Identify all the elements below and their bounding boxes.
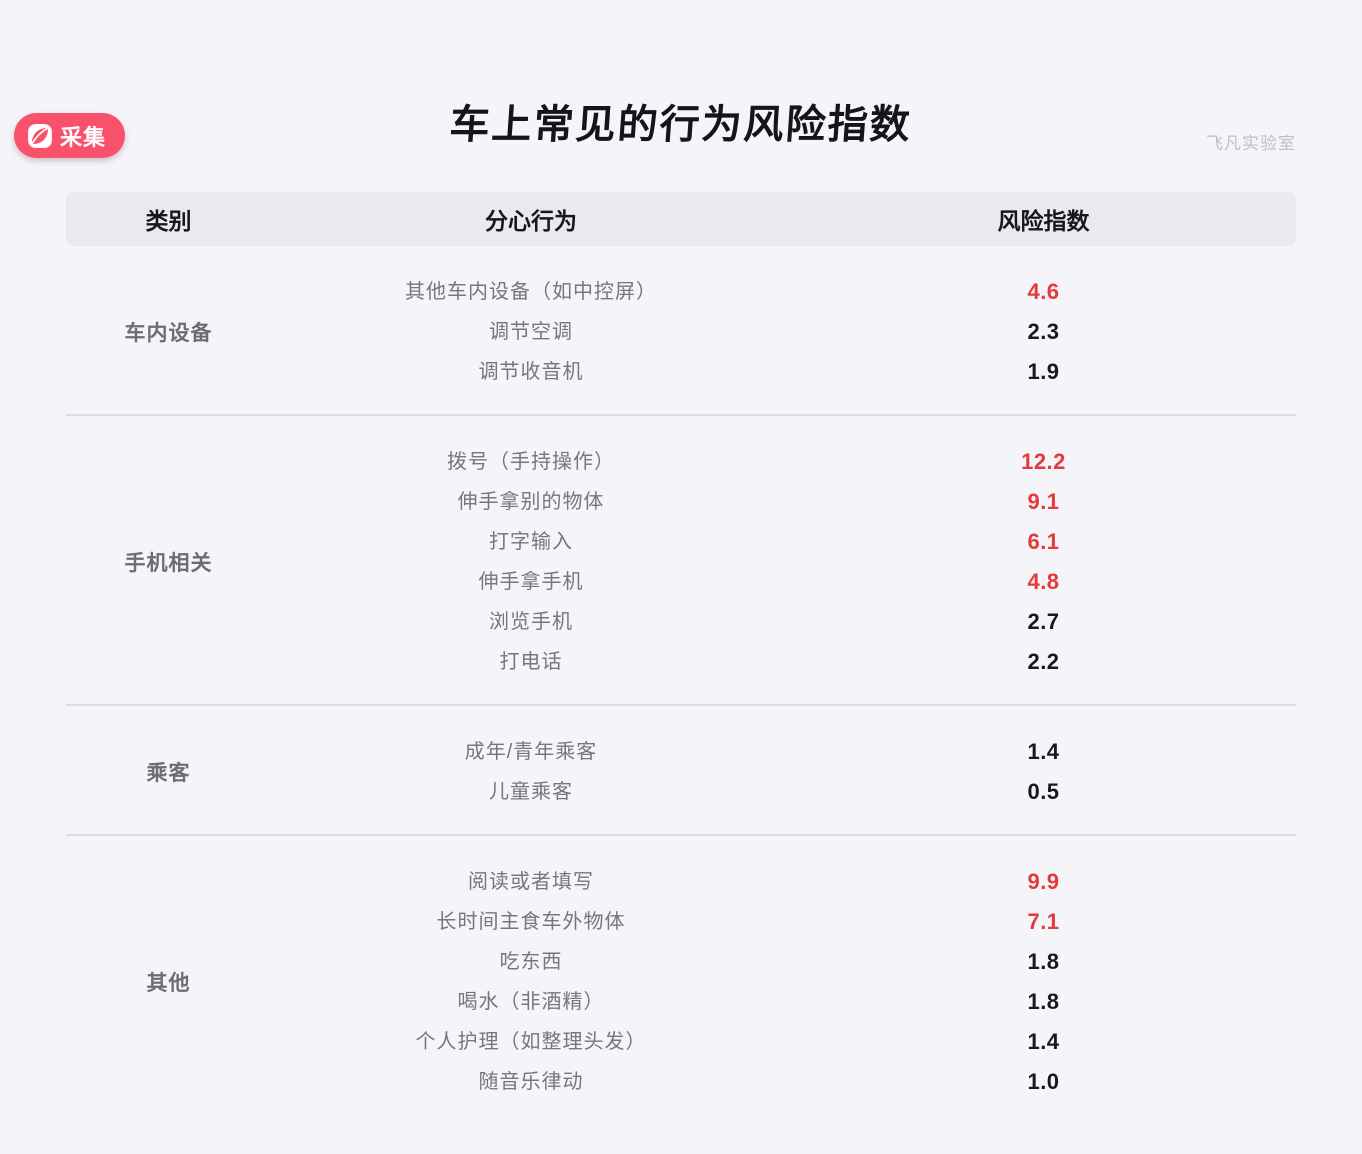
risk-value: 4.6 bbox=[1027, 279, 1060, 304]
table-header-row: 类别 分心行为 风险指数 bbox=[66, 192, 1296, 246]
behavior-label: 个人护理（如整理头发） bbox=[415, 1031, 647, 1053]
behavior-list: 拨号（手持操作） 伸手拿别的物体 打字输入伸手拿手机浏览手机打电话 bbox=[271, 442, 791, 682]
collect-badge-button[interactable]: 采集 bbox=[14, 113, 126, 158]
behavior-label: 成年/青年乘客 bbox=[464, 741, 598, 763]
behavior-label: 随音乐律动 bbox=[478, 1071, 584, 1093]
behavior-label: 阅读或者填写 bbox=[468, 871, 594, 893]
category-label: 手机相关 bbox=[124, 552, 213, 575]
behavior-label: 长时间主食车外物体 bbox=[436, 911, 626, 933]
category-group-row: 车内设备 其他车内设备（如中控屏） 调节空调调节收音机 4.6 2.3 1.9 bbox=[66, 246, 1296, 416]
behavior-label: 打字输入 bbox=[489, 531, 573, 553]
risk-value: 7.1 bbox=[1027, 909, 1060, 934]
risk-value: 1.0 bbox=[1027, 1069, 1060, 1094]
behavior-label: 调节空调 bbox=[489, 321, 573, 343]
behavior-list: 其他车内设备（如中控屏） 调节空调调节收音机 bbox=[271, 272, 791, 392]
behavior-label: 浏览手机 bbox=[489, 611, 573, 633]
behavior-list: 阅读或者填写长时间主食车外物体 吃东西喝水（非酒精） 个人护理（如整理头发） 随音乐律… bbox=[271, 862, 791, 1102]
table-body: 车内设备 其他车内设备（如中控屏） 调节空调调节收音机 4.6 2.3 1.9 手机相… bbox=[66, 246, 1296, 1124]
value-list: 9.9 7.1 1.8 1.8 1.4 1.0 bbox=[791, 862, 1296, 1102]
risk-value: 4.8 bbox=[1027, 569, 1060, 594]
page-title: 车上常见的行为风险指数 bbox=[448, 103, 914, 147]
behavior-label: 其他车内设备（如中控屏） bbox=[405, 281, 657, 303]
category-group-row: 手机相关 拨号（手持操作） 伸手拿别的物体 打字输入伸手拿手机浏览手机打电话 12.… bbox=[66, 416, 1296, 706]
value-list: 12.2 9.1 6.1 4.8 2.7 2.2 bbox=[791, 442, 1296, 682]
risk-value: 12.2 bbox=[1021, 449, 1066, 474]
behavior-list: 成年/青年乘客 儿童乘客 bbox=[271, 732, 791, 812]
category-label: 其他 bbox=[146, 972, 191, 995]
risk-value: 9.9 bbox=[1027, 869, 1060, 894]
risk-value: 1.4 bbox=[1027, 739, 1060, 764]
behavior-label: 调节收音机 bbox=[478, 361, 584, 383]
behavior-label: 伸手拿手机 bbox=[478, 571, 584, 593]
header-cell-category: 类别 bbox=[145, 208, 192, 234]
risk-value: 9.1 bbox=[1027, 489, 1060, 514]
risk-value: 6.1 bbox=[1027, 529, 1060, 554]
category-label: 乘客 bbox=[146, 762, 191, 785]
risk-value: 1.4 bbox=[1027, 1029, 1060, 1054]
page-root: { "badge": { "label": "采集" }, "watermark… bbox=[0, 92, 1362, 1154]
value-list: 4.6 2.3 1.9 bbox=[791, 272, 1296, 392]
category-label: 车内设备 bbox=[124, 322, 213, 345]
behavior-label: 吃东西 bbox=[499, 951, 563, 973]
risk-value: 2.7 bbox=[1027, 609, 1060, 634]
behavior-label: 喝水（非酒精） bbox=[457, 991, 605, 1013]
risk-value: 1.8 bbox=[1027, 949, 1060, 974]
behavior-label: 伸手拿别的物体 bbox=[457, 491, 605, 513]
watermark-label: 飞凡实验室 bbox=[1206, 134, 1296, 153]
category-group-row: 乘客 成年/青年乘客 儿童乘客 1.4 0.5 bbox=[66, 706, 1296, 836]
behavior-label: 拨号（手持操作） bbox=[447, 451, 615, 473]
value-list: 1.4 0.5 bbox=[791, 732, 1296, 812]
behavior-label: 儿童乘客 bbox=[489, 781, 573, 803]
risk-value: 2.3 bbox=[1027, 319, 1060, 344]
leaf-collect-icon bbox=[27, 123, 53, 149]
collect-badge-label: 采集 bbox=[60, 124, 107, 150]
risk-table: 类别 分心行为 风险指数 车内设备 其他车内设备（如中控屏） 调节空调调节收音机 … bbox=[66, 192, 1296, 1124]
header-cell-behavior: 分心行为 bbox=[485, 208, 577, 234]
risk-value: 1.8 bbox=[1027, 989, 1060, 1014]
category-group-row: 其他 阅读或者填写长时间主食车外物体 吃东西喝水（非酒精） 个人护理（如整理头发） 随… bbox=[66, 836, 1296, 1124]
behavior-label: 打电话 bbox=[499, 651, 563, 673]
risk-value: 2.2 bbox=[1027, 649, 1060, 674]
risk-value: 1.9 bbox=[1027, 359, 1060, 384]
header-cell-risk: 风险指数 bbox=[997, 208, 1090, 234]
risk-value: 0.5 bbox=[1027, 779, 1060, 804]
